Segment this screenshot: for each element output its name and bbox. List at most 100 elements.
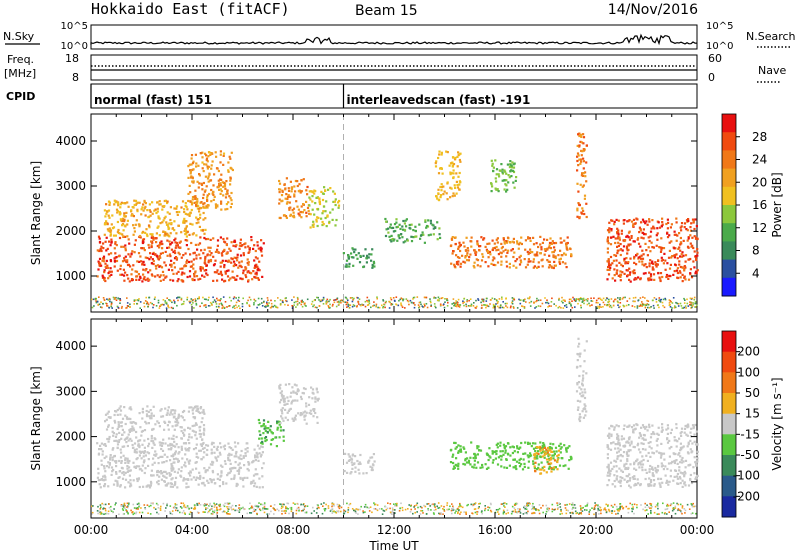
range-cell [530, 240, 532, 242]
range-cell [658, 434, 660, 436]
range-cell [108, 241, 110, 243]
range-cell [671, 223, 673, 225]
range-cell [312, 392, 314, 394]
range-cell [497, 261, 499, 263]
range-cell [648, 236, 650, 238]
range-cell [633, 424, 635, 426]
range-cell [586, 144, 588, 146]
range-cell [599, 304, 601, 306]
range-cell [117, 204, 119, 206]
range-cell [116, 482, 118, 484]
range-cell [324, 210, 326, 212]
range-cell [513, 167, 515, 169]
range-cell [351, 247, 353, 249]
range-cell [287, 196, 289, 198]
range-cell [427, 219, 429, 221]
range-cell [635, 469, 637, 471]
range-cell [524, 466, 526, 468]
range-cell [627, 220, 629, 222]
range-cell [142, 411, 144, 413]
range-cell [174, 250, 176, 252]
range-cell [294, 302, 296, 304]
range-cell [202, 219, 204, 221]
nsky-frame [91, 25, 697, 49]
range-cell [154, 437, 156, 439]
range-cell [536, 298, 538, 300]
range-cell [174, 252, 176, 254]
range-cell [147, 306, 149, 308]
range-cell [581, 213, 583, 215]
range-cell [189, 223, 191, 225]
range-cell [232, 258, 234, 260]
range-cell [295, 415, 297, 417]
range-cell [187, 193, 189, 195]
range-cell [501, 171, 503, 173]
range-cell [371, 267, 373, 269]
range-cell [316, 416, 318, 418]
range-cell [559, 250, 561, 252]
range-cell [255, 468, 257, 470]
range-cell [553, 246, 555, 248]
range-cell [177, 452, 179, 454]
range-cell [456, 193, 458, 195]
range-cell [180, 470, 182, 472]
range-cell [182, 280, 184, 282]
range-cell [295, 200, 297, 202]
range-cell [138, 465, 140, 467]
range-cell [155, 212, 157, 214]
range-cell [171, 242, 173, 244]
range-cell [404, 222, 406, 224]
range-cell [506, 261, 508, 263]
range-cell [518, 243, 520, 245]
range-cell [201, 188, 203, 190]
range-cell [186, 235, 188, 237]
range-cell [281, 412, 283, 414]
range-cell [123, 445, 125, 447]
range-cell [524, 307, 526, 309]
range-cell [116, 256, 118, 258]
range-cell [122, 471, 124, 473]
colorbar-tick-label: 4 [752, 266, 760, 280]
range-cell [413, 302, 415, 304]
range-cell [210, 189, 212, 191]
range-cell [687, 220, 689, 222]
range-cell [680, 241, 682, 243]
range-cell [145, 269, 147, 271]
range-cell [193, 196, 195, 198]
range-cell [143, 200, 145, 202]
range-cell [615, 443, 617, 445]
range-cell [200, 207, 202, 209]
range-cell [569, 248, 571, 250]
range-cell [628, 485, 630, 487]
range-cell [256, 266, 258, 268]
range-cell [263, 301, 265, 303]
range-cell [321, 212, 323, 214]
range-cell [502, 301, 504, 303]
range-cell [665, 223, 667, 225]
range-cell [678, 438, 680, 440]
range-cell [676, 235, 678, 237]
range-cell [229, 177, 231, 179]
range-cell [194, 252, 196, 254]
range-cell [127, 481, 129, 483]
range-cell [145, 454, 147, 456]
range-cell [647, 483, 649, 485]
range-cell [349, 456, 351, 458]
range-cell [453, 169, 455, 171]
range-cell [695, 301, 697, 303]
range-cell [174, 412, 176, 414]
range-cell [199, 478, 201, 480]
range-cell [297, 412, 299, 414]
ylabel: Slant Range [km] [29, 161, 43, 265]
range-cell [689, 234, 691, 236]
range-cell [154, 462, 156, 464]
range-cell [189, 213, 191, 215]
range-cell [174, 471, 176, 473]
range-cell [215, 457, 217, 459]
range-cell [247, 450, 249, 452]
range-cell [129, 479, 131, 481]
range-cell [689, 226, 691, 228]
range-cell [609, 473, 611, 475]
range-cell [686, 299, 688, 301]
range-cell [227, 193, 229, 195]
